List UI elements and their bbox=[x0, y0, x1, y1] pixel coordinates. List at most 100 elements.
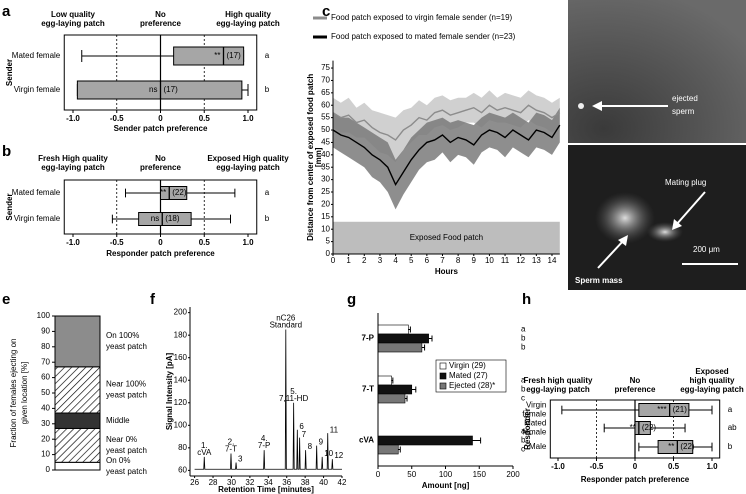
segment-label: yeast patch bbox=[106, 446, 147, 455]
bar bbox=[377, 324, 409, 335]
peak-label: 8 bbox=[308, 442, 313, 451]
box bbox=[638, 403, 690, 417]
group-letter: a bbox=[521, 325, 526, 334]
group-letter: b bbox=[265, 214, 270, 223]
y-tick-label: 50 bbox=[321, 125, 330, 134]
x-tick-label: 6 bbox=[425, 256, 430, 265]
y-tick-label: 60 bbox=[178, 465, 187, 474]
x-tick-label: 1.0 bbox=[242, 114, 254, 123]
x-tick-label: 1.0 bbox=[706, 462, 718, 471]
legend-label: Ejected (28)* bbox=[449, 381, 495, 390]
region bbox=[333, 221, 560, 254]
bar-segment bbox=[54, 315, 101, 368]
y-tick-label: 200 bbox=[174, 308, 188, 317]
category-label: Virgin bbox=[526, 401, 546, 410]
box bbox=[173, 46, 245, 66]
y-tick-label: 60 bbox=[321, 100, 330, 109]
peak-label: 11 bbox=[330, 425, 339, 434]
y-tick-label: 15 bbox=[321, 212, 330, 221]
y-tick-label: 55 bbox=[321, 113, 330, 122]
legend-frame bbox=[435, 359, 507, 393]
y-tick-label: 70 bbox=[41, 357, 50, 366]
x-tick-label: 0 bbox=[376, 470, 381, 479]
arrowhead bbox=[618, 235, 628, 246]
x-tick-label: 40 bbox=[319, 478, 328, 487]
line bbox=[194, 329, 342, 470]
x-tick-label: 0 bbox=[331, 256, 336, 265]
x-axis-label: Hours bbox=[435, 267, 459, 276]
image-label: ejected bbox=[672, 94, 698, 103]
header: egg-laying patch bbox=[216, 19, 280, 28]
peak-label: cVA bbox=[197, 448, 212, 457]
sample-size: (22) bbox=[680, 442, 695, 451]
peak-label: 2. bbox=[228, 438, 235, 447]
bar bbox=[377, 342, 423, 353]
y-tick-label: 140 bbox=[174, 375, 188, 384]
error-band bbox=[333, 107, 560, 210]
line bbox=[332, 104, 561, 141]
x-tick-label: 5 bbox=[409, 256, 414, 265]
x-tick-label: 30 bbox=[227, 478, 236, 487]
sample-size: (22) bbox=[642, 423, 657, 432]
sample-size: (17) bbox=[164, 85, 179, 94]
x-tick-label: -0.5 bbox=[110, 238, 124, 247]
legend-swatch bbox=[439, 372, 447, 380]
line bbox=[332, 124, 561, 187]
arrowhead bbox=[592, 101, 602, 111]
category-label: Male bbox=[529, 442, 547, 451]
category-label: Mated female bbox=[12, 188, 61, 197]
header: Low quality bbox=[51, 10, 96, 19]
category-label: Mated female bbox=[12, 51, 61, 60]
header: egg-laying patch bbox=[526, 385, 590, 394]
x-tick-label: 34 bbox=[264, 478, 273, 487]
group-letter: a bbox=[265, 188, 270, 197]
y-tick-label: 60 bbox=[41, 373, 50, 382]
peak-label: 9 bbox=[319, 438, 324, 447]
bar-segment bbox=[54, 427, 101, 463]
category-label: cVA bbox=[359, 436, 374, 445]
image-label: Mating plug bbox=[665, 178, 706, 187]
header: No bbox=[630, 376, 641, 385]
x-tick-label: 10 bbox=[485, 256, 494, 265]
y-tick-label: 20 bbox=[41, 434, 50, 443]
significance: ns bbox=[149, 85, 157, 94]
category-label: Virgin female bbox=[14, 214, 61, 223]
panel-letter: e bbox=[2, 291, 10, 308]
y-tick-label: 40 bbox=[41, 404, 50, 413]
significance: ** bbox=[160, 188, 166, 197]
legend-label: Food patch exposed to mated female sende… bbox=[331, 32, 516, 41]
header: egg-laying patch bbox=[216, 163, 280, 172]
x-tick-label: 3 bbox=[378, 256, 383, 265]
header: Fresh High quality bbox=[38, 154, 108, 163]
panel-letter: f bbox=[150, 291, 156, 308]
panel-letter: g bbox=[347, 291, 356, 308]
legend-label: Virgin (29) bbox=[449, 361, 486, 370]
x-tick-label: 1.0 bbox=[242, 238, 254, 247]
panel-letter: b bbox=[2, 143, 11, 160]
peak-label: 5. bbox=[290, 387, 297, 396]
x-tick-label: 28 bbox=[209, 478, 218, 487]
y-axis-label: Distance from center of exposed food pat… bbox=[306, 74, 315, 241]
x-tick-label: 4 bbox=[393, 256, 398, 265]
panel-letter: d bbox=[556, 3, 565, 20]
header: No bbox=[155, 10, 166, 19]
y-axis-label: given location [%] bbox=[20, 362, 29, 425]
scale-label: 200 μm bbox=[693, 245, 720, 254]
significance: ** bbox=[668, 442, 674, 451]
x-tick-label: 0 bbox=[158, 238, 163, 247]
sample-size: (17) bbox=[227, 51, 242, 60]
y-axis-label: [mm] bbox=[314, 147, 323, 167]
y-tick-label: 75 bbox=[321, 63, 330, 72]
header: high quality bbox=[690, 376, 735, 385]
category-label: Virgin female bbox=[14, 85, 61, 94]
y-tick-label: 45 bbox=[321, 138, 330, 147]
group-letter: c bbox=[521, 445, 525, 454]
panel-letter: h bbox=[522, 291, 531, 308]
header: Fresh high quality bbox=[524, 376, 593, 385]
sample-size: (21) bbox=[673, 405, 688, 414]
segment-label: On 100% bbox=[106, 331, 139, 340]
y-tick-label: 10 bbox=[41, 450, 50, 459]
bar bbox=[377, 375, 392, 386]
header: preference bbox=[140, 163, 181, 172]
arrow bbox=[675, 191, 706, 226]
